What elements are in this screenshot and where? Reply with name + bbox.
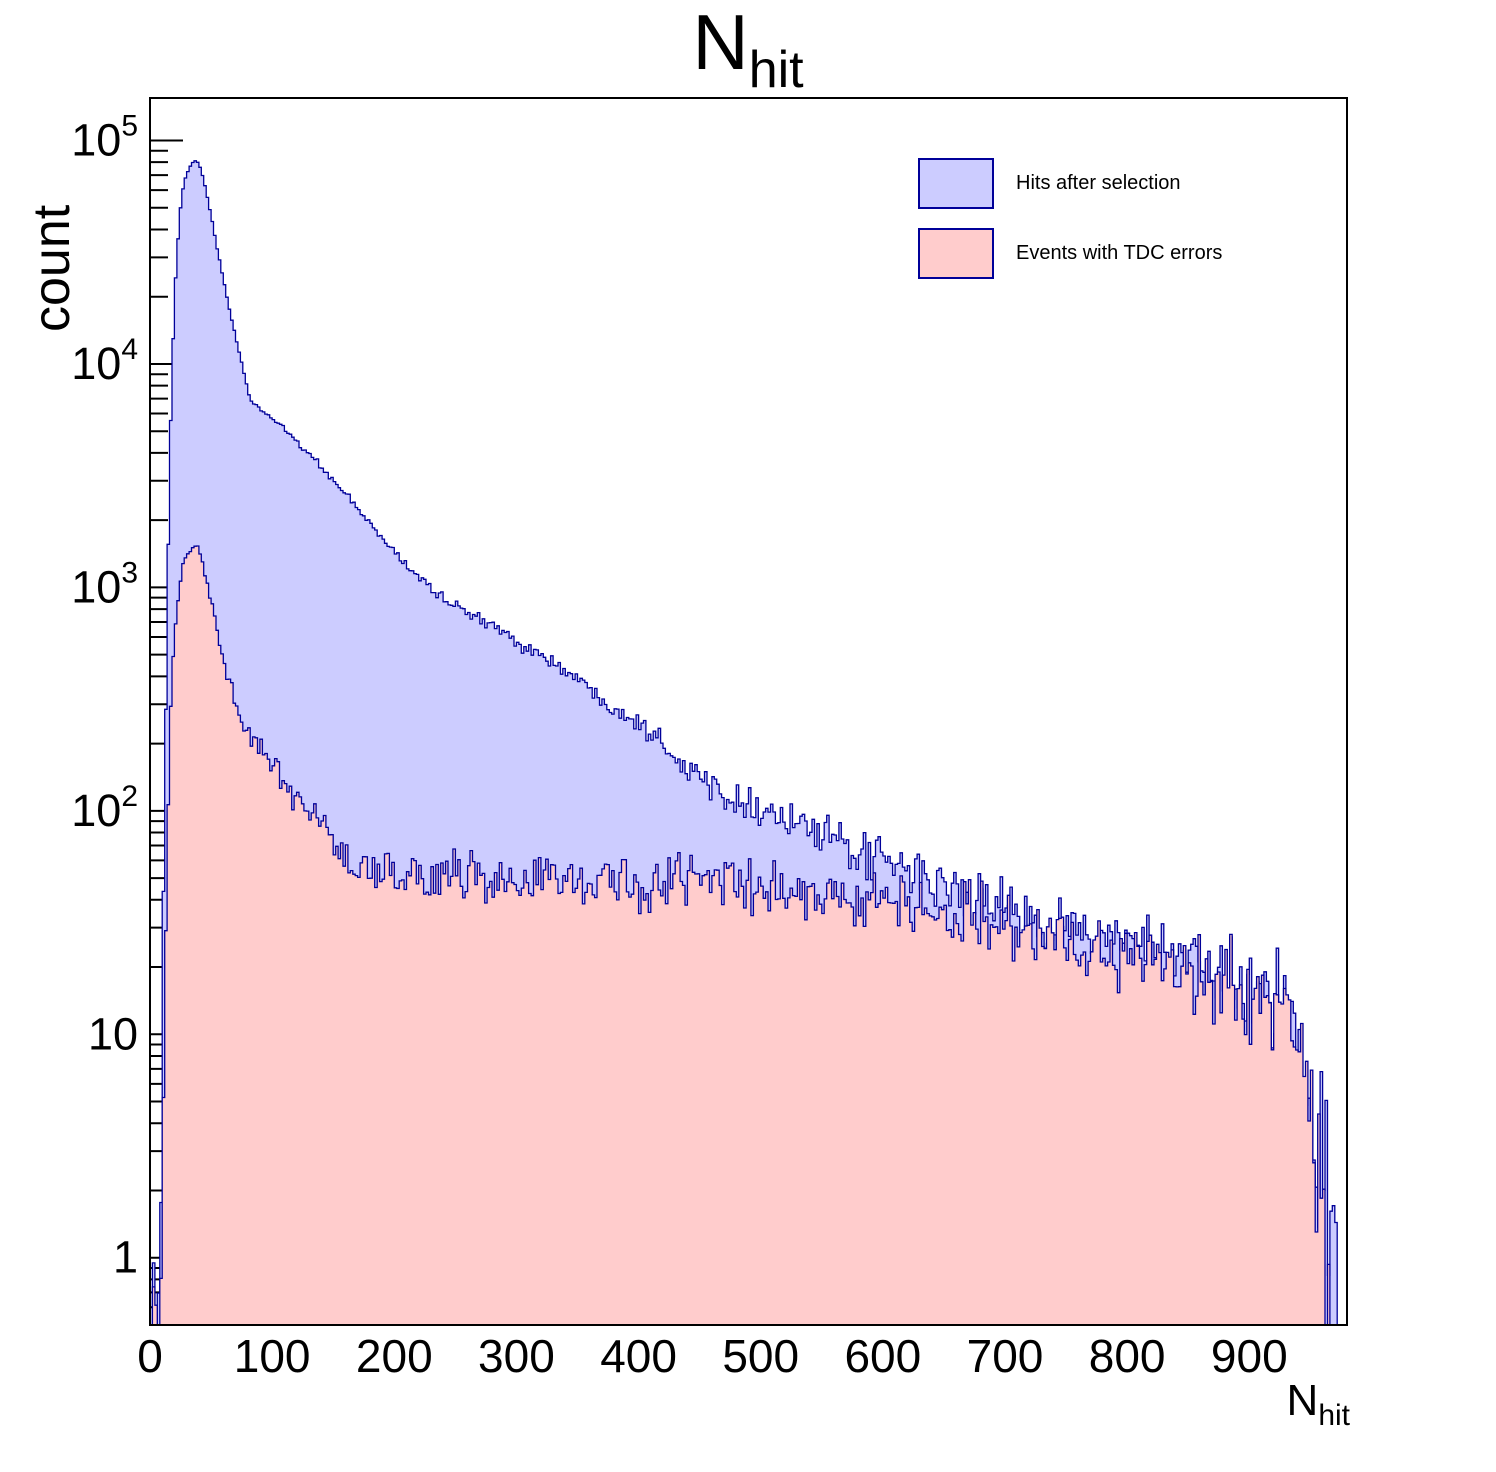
x-tick-label: 100: [234, 1330, 311, 1382]
chart-title: Nhit: [0, 2, 1496, 110]
x-tick-label: 200: [356, 1330, 433, 1382]
histogram-outline: [150, 545, 1345, 1326]
y-tick-label: 103: [71, 556, 138, 612]
x-tick-label: 900: [1211, 1330, 1288, 1382]
x-axis-label-subscript: hit: [1318, 1399, 1350, 1432]
histogram-fill: [150, 546, 1345, 1325]
chart-title-main: N: [692, 0, 749, 86]
x-tick-label: 300: [478, 1330, 555, 1382]
x-axis-label: Nhit: [1287, 1376, 1350, 1433]
x-tick-label: 700: [967, 1330, 1044, 1382]
x-axis-label-main: N: [1286, 1376, 1319, 1425]
x-tick-label: 600: [844, 1330, 921, 1382]
x-tick-label: 500: [722, 1330, 799, 1382]
histogram-outline: [150, 160, 1345, 1326]
axis-tick-labels: 0 100 200 300 400 500 600 700 800 900 1 10 102 103 104…: [71, 110, 1287, 1382]
x-tick-label: 800: [1089, 1330, 1166, 1382]
y-tick-label: 102: [71, 780, 138, 836]
x-tick-label: 0: [137, 1330, 163, 1382]
y-tick-label: 105: [71, 110, 138, 166]
y-tick-label: 104: [71, 333, 138, 389]
plot-frame: [149, 97, 1348, 1326]
y-tick-label: 1: [113, 1232, 138, 1283]
x-tick-label: 400: [600, 1330, 677, 1382]
y-tick-label: 10: [88, 1008, 138, 1059]
chart-title-subscript: hit: [748, 41, 804, 99]
